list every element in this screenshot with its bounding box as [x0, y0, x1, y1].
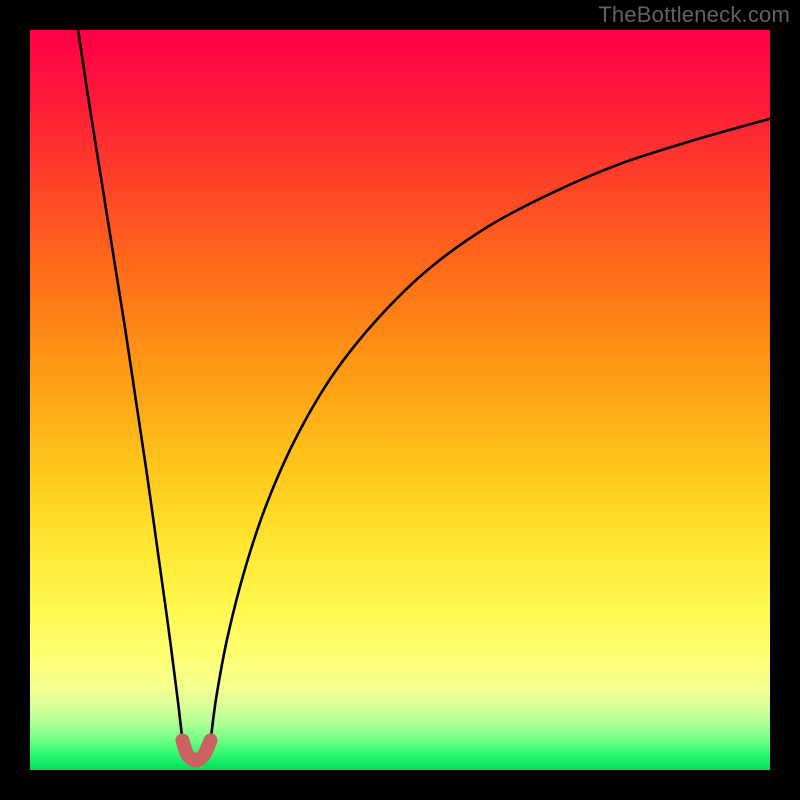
chart-stage: TheBottleneck.com — [0, 0, 800, 800]
plot-area-gradient — [30, 30, 770, 770]
chart-svg — [0, 0, 800, 800]
watermark-text: TheBottleneck.com — [598, 2, 790, 28]
